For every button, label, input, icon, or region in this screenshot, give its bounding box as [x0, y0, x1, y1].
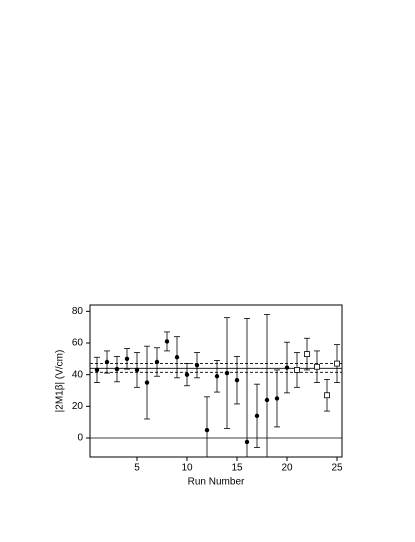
marker	[204, 427, 210, 433]
marker	[114, 366, 120, 372]
marker	[244, 439, 250, 445]
y-tick-label: 0	[77, 433, 83, 444]
y-tick-label: 80	[72, 306, 84, 317]
x-axis-label: Run Number	[188, 477, 245, 488]
x-tick-label: 25	[331, 463, 343, 474]
marker	[94, 367, 100, 373]
marker	[194, 362, 200, 368]
y-tick-label: 60	[72, 338, 84, 349]
marker	[264, 397, 270, 403]
marker	[104, 359, 110, 365]
y-axis-label: |2M1β| (V/cm)	[55, 350, 66, 413]
y-tick-label: 40	[72, 369, 84, 380]
x-tick-label: 15	[231, 463, 243, 474]
y-tick-label: 20	[72, 401, 84, 412]
marker	[154, 359, 160, 365]
marker	[274, 396, 280, 401]
marker	[134, 367, 140, 373]
marker	[334, 360, 340, 367]
x-tick-label: 20	[281, 463, 293, 474]
marker	[164, 339, 170, 344]
marker	[224, 370, 230, 376]
marker	[174, 355, 180, 360]
x-tick-label: 5	[134, 463, 140, 474]
marker	[284, 365, 290, 370]
plot-area	[90, 314, 342, 457]
marker	[144, 380, 150, 385]
marker	[324, 392, 330, 399]
marker	[234, 378, 240, 383]
marker	[124, 356, 130, 362]
marker	[294, 367, 300, 373]
x-tick-label: 10	[181, 463, 193, 474]
plot-frame	[89, 304, 343, 458]
marker	[214, 374, 220, 379]
marker	[314, 363, 320, 370]
marker	[304, 351, 310, 357]
marker	[184, 372, 190, 377]
marker	[254, 413, 260, 419]
